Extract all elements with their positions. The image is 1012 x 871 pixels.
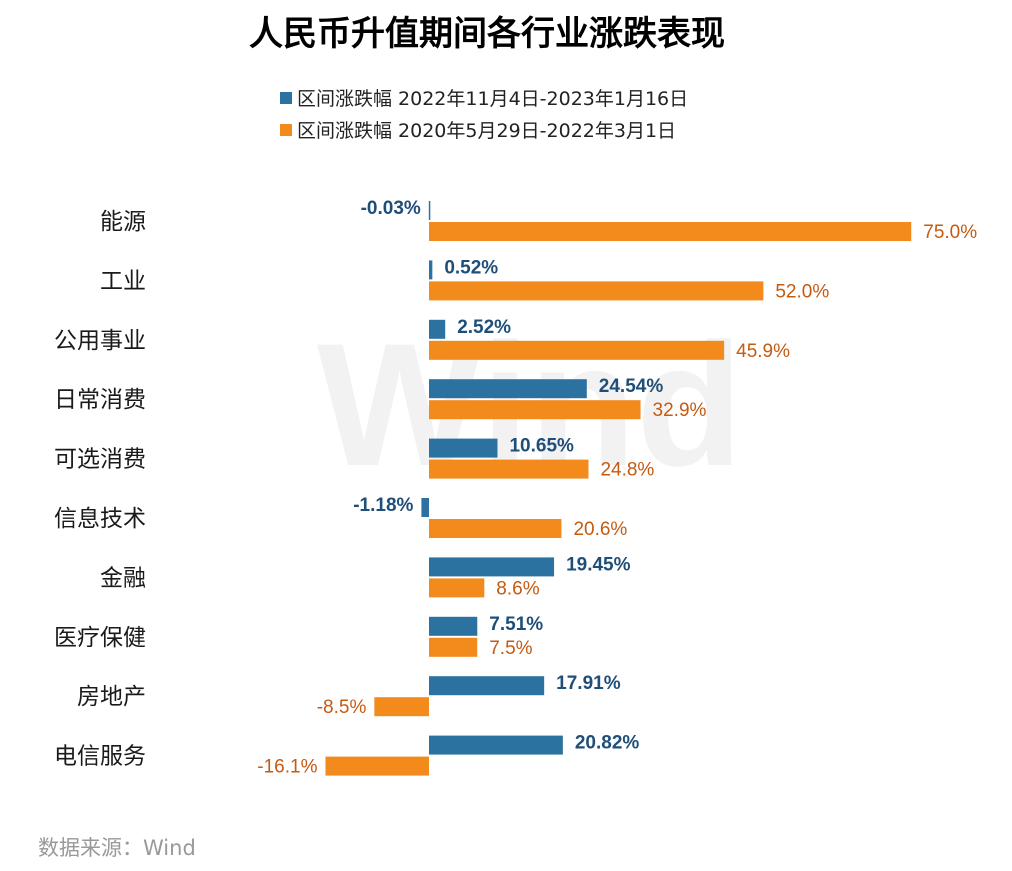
data-label-series-1: 2.52% — [457, 317, 511, 338]
data-label-series-1: -0.03% — [361, 198, 421, 219]
data-label-series-1: -1.18% — [353, 495, 413, 516]
data-label-series-2: 45.9% — [736, 341, 790, 362]
data-label-series-1: 24.54% — [599, 376, 664, 397]
bar-series-1 — [421, 498, 429, 517]
data-label-series-2: 7.5% — [489, 638, 532, 659]
data-label-series-2: 20.6% — [573, 519, 627, 540]
bar-series-2 — [429, 222, 912, 241]
category-label: 金融 — [100, 565, 146, 591]
category-label: 电信服务 — [54, 744, 146, 770]
category-label: 医疗保健 — [54, 625, 146, 651]
bar-series-2 — [429, 519, 562, 538]
data-label-series-2: -16.1% — [257, 757, 317, 778]
bar-series-2 — [429, 578, 485, 598]
data-label-series-2: 24.8% — [600, 460, 654, 481]
data-label-series-2: 52.0% — [775, 281, 829, 302]
data-label-series-2: 32.9% — [653, 400, 707, 421]
source-note: 数据来源：Wind — [38, 836, 196, 860]
bar-series-2 — [429, 400, 641, 420]
category-label: 房地产 — [77, 684, 146, 710]
data-label-series-1: 0.52% — [444, 257, 498, 278]
legend-label-1: 区间涨跌幅 2022年11月4日-2023年1月16日 — [297, 88, 688, 110]
data-label-series-1: 10.65% — [509, 436, 574, 457]
data-label-series-1: 19.45% — [566, 554, 631, 575]
category-label: 可选消费 — [54, 447, 146, 473]
chart-title: 人民币升值期间各行业涨跌表现 — [249, 14, 725, 54]
bars — [325, 201, 912, 776]
category-label: 日常消费 — [54, 387, 146, 413]
bar-series-1 — [429, 438, 498, 458]
legend-swatch-1 — [280, 92, 292, 104]
bar-series-2 — [429, 281, 764, 301]
bar-series-2 — [429, 340, 725, 360]
data-label-series-2: -8.5% — [317, 697, 367, 718]
bar-series-2 — [374, 697, 429, 717]
data-labels: -0.03% 75.0% 0.52% 52.0% 2.52% 45.9% 24.54% 32.… — [257, 198, 977, 778]
legend-swatch-2 — [280, 124, 292, 136]
data-label-series-2: 75.0% — [923, 222, 977, 243]
data-label-series-1: 20.82% — [575, 733, 640, 754]
bar-series-1 — [429, 616, 478, 636]
bar-series-2 — [429, 459, 589, 479]
category-label: 信息技术 — [54, 506, 146, 532]
category-label: 能源 — [100, 209, 146, 235]
data-label-series-2: 8.6% — [496, 578, 539, 599]
bar-series-1 — [429, 735, 563, 755]
bar-series-1 — [429, 557, 555, 577]
bar-series-1 — [429, 319, 446, 339]
bar-series-1 — [429, 676, 545, 696]
bar-series-1 — [429, 260, 433, 280]
data-label-series-1: 17.91% — [556, 673, 621, 694]
category-label: 工业 — [100, 268, 146, 294]
bar-series-2 — [429, 637, 478, 657]
category-label: 公用事业 — [54, 328, 146, 354]
bar-series-2 — [325, 756, 429, 776]
bar-series-1 — [428, 201, 431, 220]
legend-label-2: 区间涨跌幅 2020年5月29日-2022年3月1日 — [297, 120, 676, 142]
bar-series-1 — [429, 379, 587, 399]
data-label-series-1: 7.51% — [489, 614, 543, 635]
